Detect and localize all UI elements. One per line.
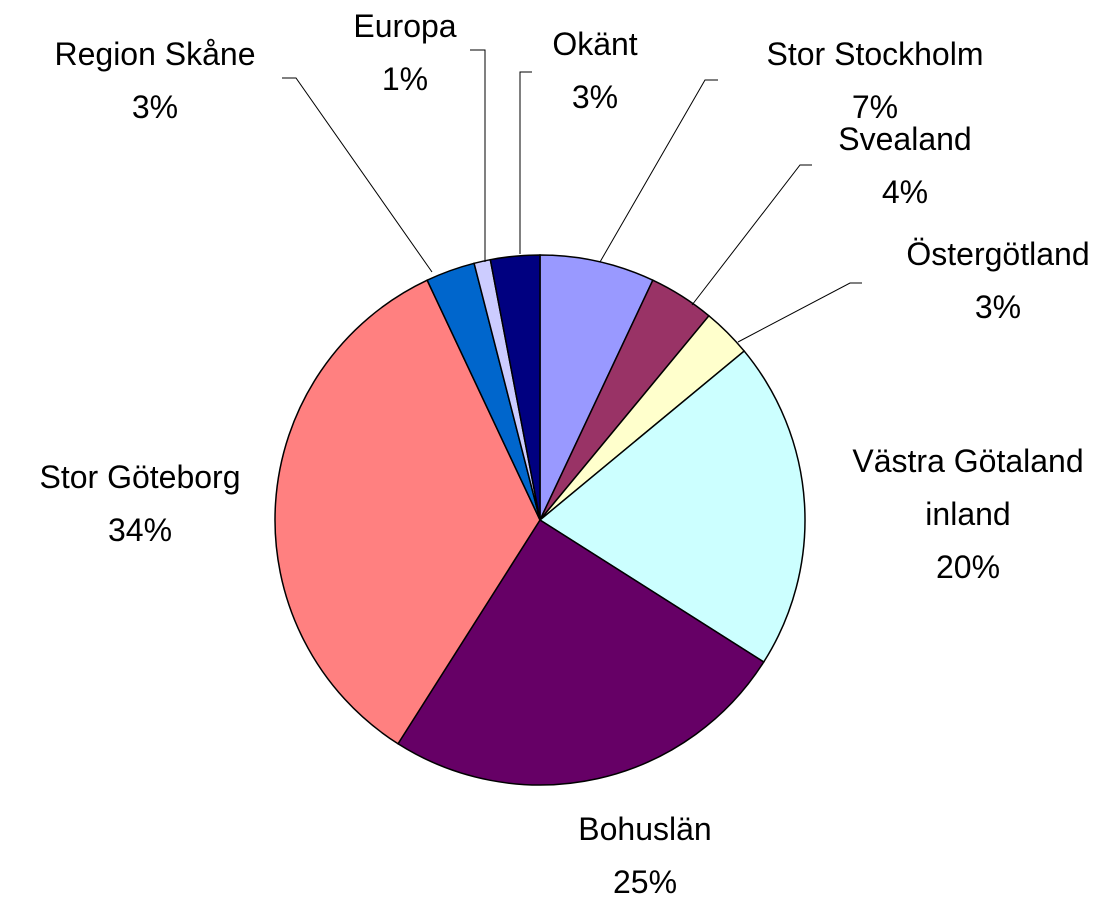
value-label: 3% (131, 89, 179, 125)
category-label: Okänt (552, 26, 638, 62)
value-label: 3% (571, 79, 619, 115)
slice-label: Europa 1% (353, 0, 456, 106)
pie-slice (489, 254, 541, 521)
pie-slice (396, 518, 765, 786)
leader-line (737, 282, 862, 343)
slice-label: Region Skåne 3% (54, 28, 255, 134)
category-label: Västra Götaland inland (852, 443, 1084, 532)
value-label: 34% (107, 512, 173, 548)
leader-line (519, 71, 532, 254)
category-label: Östergötland (906, 236, 1090, 272)
slice-label: Svealand 4% (838, 113, 971, 219)
value-label: 1% (381, 61, 429, 97)
category-label: Bohuslän (578, 811, 712, 847)
slice-label: Östergötland 3% (906, 228, 1089, 334)
pie-slice (274, 279, 541, 745)
slice-label: Stor Göteborg 34% (40, 451, 241, 557)
slice-label: Stor Stockholm 7% (767, 28, 984, 134)
slice-label: Okänt 3% (552, 18, 637, 124)
value-label: 20% (935, 549, 1001, 585)
value-label: 3% (974, 289, 1022, 325)
slice-label: Bohuslän 25% (578, 803, 711, 901)
category-label: Region Skåne (54, 36, 256, 72)
slice-label: Västra Götaland inland 20% (828, 435, 1108, 594)
category-label: Stor Göteborg (39, 459, 241, 495)
category-label: Stor Stockholm (766, 36, 984, 72)
category-label: Europa (353, 8, 457, 44)
pie-slice (539, 254, 654, 521)
leader-line (282, 77, 433, 273)
value-label: 25% (612, 864, 678, 900)
leader-line (691, 164, 812, 306)
value-label: 7% (851, 89, 899, 125)
pie-slice (538, 350, 806, 664)
value-label: 4% (881, 174, 929, 210)
leader-line (599, 79, 718, 263)
leader-line (470, 49, 486, 262)
category-label: Svealand (838, 121, 972, 157)
